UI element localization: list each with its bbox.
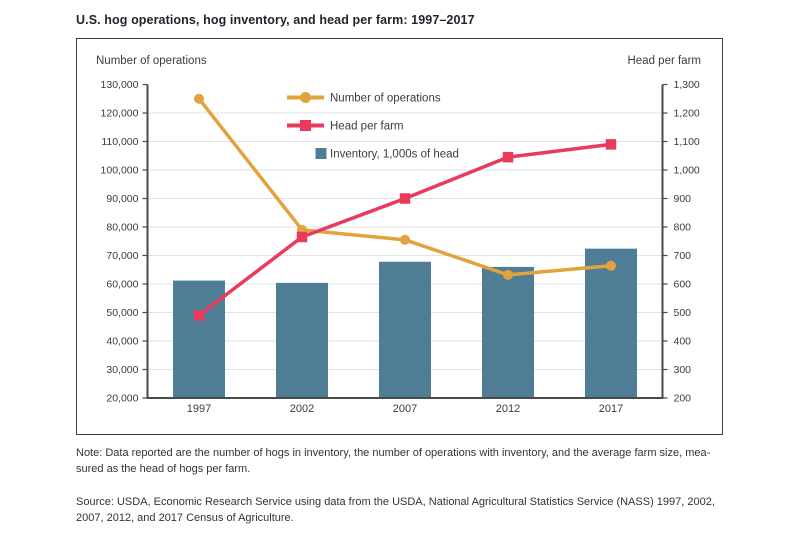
number-of-operations-line xyxy=(197,97,613,277)
source-line-1: Source: USDA, Economic Research Service … xyxy=(76,496,715,508)
x-axis-label: 2002 xyxy=(290,403,314,415)
note-line-2: sured as the head of hogs per farm. xyxy=(76,463,251,475)
right-tick-label: 400 xyxy=(674,336,692,348)
left-tick-label: 100,000 xyxy=(101,165,139,177)
right-axis-title: Head per farm xyxy=(627,55,701,67)
x-axis-label: 1997 xyxy=(187,403,211,415)
left-tick-label: 40,000 xyxy=(106,336,138,348)
source-line-2: 2007, 2012, and 2017 Census of Agricultu… xyxy=(76,512,294,524)
note-text: Note: Data reported are the number of ho… xyxy=(76,445,728,477)
left-tick-label: 130,000 xyxy=(101,79,139,91)
left-tick-label: 50,000 xyxy=(106,307,138,319)
chart-canvas: 20,000 30,000 40,000 50,000 60,000 70,000 80,0… xyxy=(101,79,700,415)
legend-circle-marker-icon xyxy=(300,92,311,103)
bar-2012 xyxy=(482,266,534,398)
bar-2002 xyxy=(276,282,328,398)
x-axis-label: 2007 xyxy=(393,403,417,415)
right-tick-label: 700 xyxy=(674,250,692,262)
legend-square-marker-icon xyxy=(300,120,311,131)
chart-panel: 20,000 30,000 40,000 50,000 60,000 70,000 80,0… xyxy=(76,38,723,435)
right-tick-label: 500 xyxy=(674,307,692,319)
page-title: U.S. hog operations, hog inventory, and … xyxy=(76,13,475,27)
left-tick-label: 120,000 xyxy=(101,108,139,120)
source-text: Source: USDA, Economic Research Service … xyxy=(76,494,728,526)
right-tick-label: 600 xyxy=(674,279,692,291)
left-tick-label: 20,000 xyxy=(106,393,138,405)
legend-label: Number of operations xyxy=(330,93,441,105)
head-per-farm-marker xyxy=(193,310,205,321)
left-tick-label: 80,000 xyxy=(106,222,138,234)
bar-1997 xyxy=(173,280,225,398)
legend-bar-swatch-icon xyxy=(315,148,327,159)
head-per-farm-marker xyxy=(399,193,411,204)
right-tick-label: 800 xyxy=(674,222,692,234)
left-axis-title: Number of operations xyxy=(96,55,207,67)
left-tick-label: 90,000 xyxy=(106,193,138,205)
number-of-operations-marker xyxy=(606,260,616,271)
x-axis-label: 2012 xyxy=(496,403,520,415)
bar-2007 xyxy=(379,261,431,398)
left-tick-label: 60,000 xyxy=(106,279,138,291)
number-of-operations-marker xyxy=(400,234,410,245)
right-tick-label: 1,000 xyxy=(674,165,700,177)
right-tick-label: 300 xyxy=(674,364,692,376)
bar-2017 xyxy=(585,248,637,398)
legend-label: Head per farm xyxy=(330,121,404,133)
head-per-farm-marker xyxy=(502,151,514,163)
x-axis-label: 2017 xyxy=(599,403,623,415)
note-line-1: Note: Data reported are the number of ho… xyxy=(76,447,711,459)
right-tick-label: 200 xyxy=(674,393,692,405)
left-tick-label: 70,000 xyxy=(106,250,138,262)
number-of-operations-marker xyxy=(194,93,204,104)
left-tick-label: 30,000 xyxy=(106,364,138,376)
number-of-operations-marker xyxy=(503,269,513,280)
right-tick-label: 1,100 xyxy=(674,136,700,148)
head-per-farm-marker xyxy=(605,139,617,150)
left-tick-label: 110,000 xyxy=(101,136,138,148)
right-tick-label: 900 xyxy=(674,193,692,205)
right-tick-label: 1,300 xyxy=(674,79,700,91)
legend-label: Inventory, 1,000s of head xyxy=(330,149,459,161)
head-per-farm-marker xyxy=(296,231,308,243)
right-tick-label: 1,200 xyxy=(674,108,700,120)
